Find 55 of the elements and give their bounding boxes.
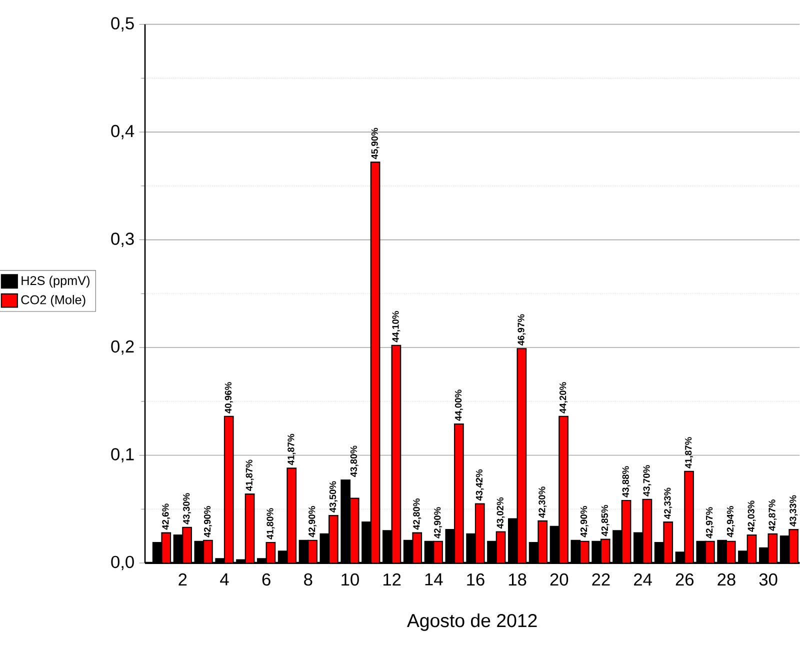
annotation: 42,97% bbox=[706, 507, 714, 538]
annotation: 43,80% bbox=[350, 446, 358, 477]
x-tick-label: 28 bbox=[718, 573, 736, 586]
annotation: 42,03% bbox=[748, 500, 756, 532]
annotation: 42,90% bbox=[580, 506, 588, 538]
x-tick-label: 6 bbox=[262, 573, 270, 586]
x-tick-label: 22 bbox=[592, 573, 610, 586]
annotation: 42,33% bbox=[664, 488, 672, 519]
annotation: 42,80% bbox=[413, 498, 422, 530]
x-tick-label: 24 bbox=[634, 573, 652, 586]
y-tick-label: 0,3 bbox=[111, 232, 134, 247]
x-tick-label: 14 bbox=[425, 573, 443, 586]
annotation: 42,6% bbox=[162, 504, 170, 530]
x-axis-title: Agosto de 2012 bbox=[406, 613, 537, 631]
annotation: 43,50% bbox=[329, 481, 338, 513]
x-tick-label: 30 bbox=[759, 573, 778, 586]
x-tick-label: 18 bbox=[508, 573, 526, 586]
annotation: 42,90% bbox=[204, 506, 212, 538]
annotation: 44,10% bbox=[392, 311, 400, 342]
x-tick-label: 4 bbox=[220, 573, 229, 586]
x-tick-label: 26 bbox=[676, 573, 694, 586]
y-tick-label: 0,5 bbox=[111, 17, 134, 32]
y-tick-label: 0,0 bbox=[111, 556, 134, 570]
annotation: 41,87% bbox=[246, 460, 254, 491]
x-tick-label: 12 bbox=[383, 573, 401, 586]
annotation: 43,88% bbox=[622, 466, 630, 498]
x-tick-label: 20 bbox=[550, 573, 568, 586]
annotation: 43,02% bbox=[496, 497, 505, 529]
x-tick-label: 16 bbox=[467, 573, 484, 586]
annotation: 45,90% bbox=[371, 128, 380, 160]
annotation: 42,90% bbox=[308, 506, 317, 538]
annotation: 41,87% bbox=[685, 437, 694, 468]
y-tick-label: 0,4 bbox=[111, 124, 134, 140]
annotation: 42,94% bbox=[726, 506, 735, 538]
annotation: 43,42% bbox=[476, 469, 484, 501]
annotation: 44,20% bbox=[560, 382, 568, 414]
annotation: 43,70% bbox=[643, 465, 652, 496]
annotation: 41,80% bbox=[266, 508, 275, 540]
annotation: 42,87% bbox=[768, 500, 777, 531]
annotation: 41,87% bbox=[288, 434, 296, 466]
y-tick-label: 0,1 bbox=[111, 448, 134, 462]
legend-label: CO2 (Mole) bbox=[21, 294, 86, 307]
annotation: 42,85% bbox=[601, 504, 610, 536]
x-tick-label: 10 bbox=[342, 573, 359, 586]
y-tick-label: 0,2 bbox=[111, 340, 134, 355]
annotation: 40,96% bbox=[224, 382, 233, 414]
legend-label: H2S (ppmV) bbox=[22, 276, 90, 288]
x-tick-label: 2 bbox=[178, 573, 187, 586]
annotation: 42,90% bbox=[434, 507, 442, 538]
x-tick-label: 8 bbox=[304, 573, 312, 586]
annotation: 43,33% bbox=[790, 495, 798, 527]
annotation: 43,30% bbox=[183, 493, 192, 524]
annotation: 44,00% bbox=[454, 390, 463, 421]
annotation: 42,30% bbox=[538, 486, 547, 518]
annotation: 46,97% bbox=[518, 314, 526, 346]
